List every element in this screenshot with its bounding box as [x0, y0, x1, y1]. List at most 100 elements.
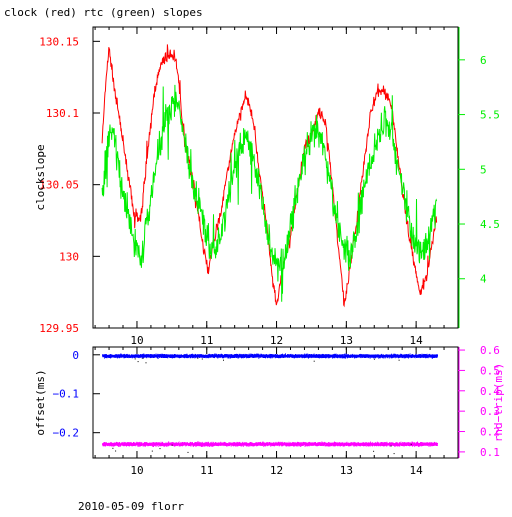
data-point: [238, 357, 239, 358]
data-point: [257, 354, 258, 355]
data-point: [190, 357, 191, 358]
data-point: [391, 354, 392, 355]
outlier-point: [202, 359, 203, 360]
y-left-tick-label: 129.95: [39, 322, 79, 335]
data-point: [156, 354, 157, 355]
data-point: [352, 354, 353, 355]
data-point: [383, 358, 384, 359]
outlier-point: [143, 358, 144, 359]
x-tick-label: 13: [340, 334, 353, 347]
data-point: [258, 354, 259, 355]
data-point: [437, 356, 438, 357]
data-point: [258, 358, 259, 359]
data-point: [378, 358, 379, 359]
y-left-tick-label: 0: [72, 349, 79, 362]
data-point: [181, 354, 182, 355]
rtc-slope-series: [102, 85, 437, 302]
y-left-tick-label: −0.2: [53, 427, 80, 440]
x-tick-label: 14: [410, 334, 424, 347]
outlier-point: [197, 358, 198, 359]
x-tick-label: 13: [340, 464, 353, 477]
data-point: [412, 357, 413, 358]
x-tick-label: 10: [130, 464, 143, 477]
outlier-point: [314, 361, 315, 362]
offset-points: [102, 353, 438, 363]
x-tick-label: 12: [270, 464, 283, 477]
y-left-tick-label: −0.1: [53, 388, 80, 401]
data-point: [214, 357, 215, 358]
data-point: [415, 357, 416, 358]
y-right-tick-label: 0.1: [480, 446, 500, 459]
chart-title: clock (red) rtc (green) slopes: [4, 6, 203, 19]
y-left-axis-label: offset(ms): [34, 369, 47, 435]
outlier-point: [138, 361, 139, 362]
y-right-tick-label: 5: [480, 163, 487, 176]
data-point: [106, 354, 107, 355]
data-point: [348, 354, 349, 355]
data-point: [427, 354, 428, 355]
data-point: [239, 357, 240, 358]
data-point: [385, 357, 386, 358]
data-point: [153, 354, 154, 355]
data-point: [422, 357, 423, 358]
x-tick-label: 11: [200, 334, 213, 347]
data-point: [307, 354, 308, 355]
data-point: [416, 355, 417, 356]
data-point: [398, 355, 399, 356]
data-point: [393, 357, 394, 358]
y-right-tick-label: 4: [480, 273, 487, 286]
data-point: [288, 354, 289, 355]
y-left-tick-label: 130: [59, 250, 79, 263]
data-point: [417, 357, 418, 358]
clock-slope-series: [102, 44, 437, 305]
plot-frame: [93, 27, 458, 328]
data-point: [251, 354, 252, 355]
data-point: [314, 354, 315, 355]
data-point: [300, 357, 301, 358]
data-point: [263, 354, 264, 355]
y-right-tick-label: 5.5: [480, 109, 500, 122]
data-point: [410, 354, 411, 355]
data-point: [428, 357, 429, 358]
footer-label: 2010-05-09 florr: [78, 500, 184, 512]
data-point: [412, 354, 413, 355]
y-right-axis-label: rnd−trip(ms): [492, 363, 505, 442]
data-point: [158, 358, 159, 359]
data-point: [343, 354, 344, 355]
y-left-tick-label: 130.15: [39, 35, 79, 48]
data-point: [395, 357, 396, 358]
data-point: [420, 357, 421, 358]
y-left-tick-label: 130.1: [46, 107, 79, 120]
data-point: [214, 354, 215, 355]
data-point: [217, 358, 218, 359]
y-right-tick-label: 6: [480, 54, 487, 67]
data-point: [319, 357, 320, 358]
data-point: [424, 357, 425, 358]
data-point: [243, 357, 244, 358]
data-point: [143, 354, 144, 355]
data-point: [345, 358, 346, 359]
data-point: [422, 354, 423, 355]
data-point: [389, 357, 390, 358]
data-point: [370, 358, 371, 359]
data-point: [186, 354, 187, 355]
outlier-point: [146, 362, 147, 363]
data-point: [285, 353, 286, 354]
outlier-point: [399, 360, 400, 361]
data-point: [162, 354, 163, 355]
y-right-tick-label: 4.5: [480, 218, 500, 231]
data-point: [408, 358, 409, 359]
data-point: [437, 355, 438, 356]
y-left-axis-label: clockslope: [34, 144, 47, 210]
data-point: [167, 357, 168, 358]
data-point: [232, 354, 233, 355]
data-point: [229, 354, 230, 355]
data-point: [328, 357, 329, 358]
x-tick-label: 10: [130, 334, 143, 347]
x-tick-label: 14: [410, 464, 424, 477]
data-point: [157, 358, 158, 359]
